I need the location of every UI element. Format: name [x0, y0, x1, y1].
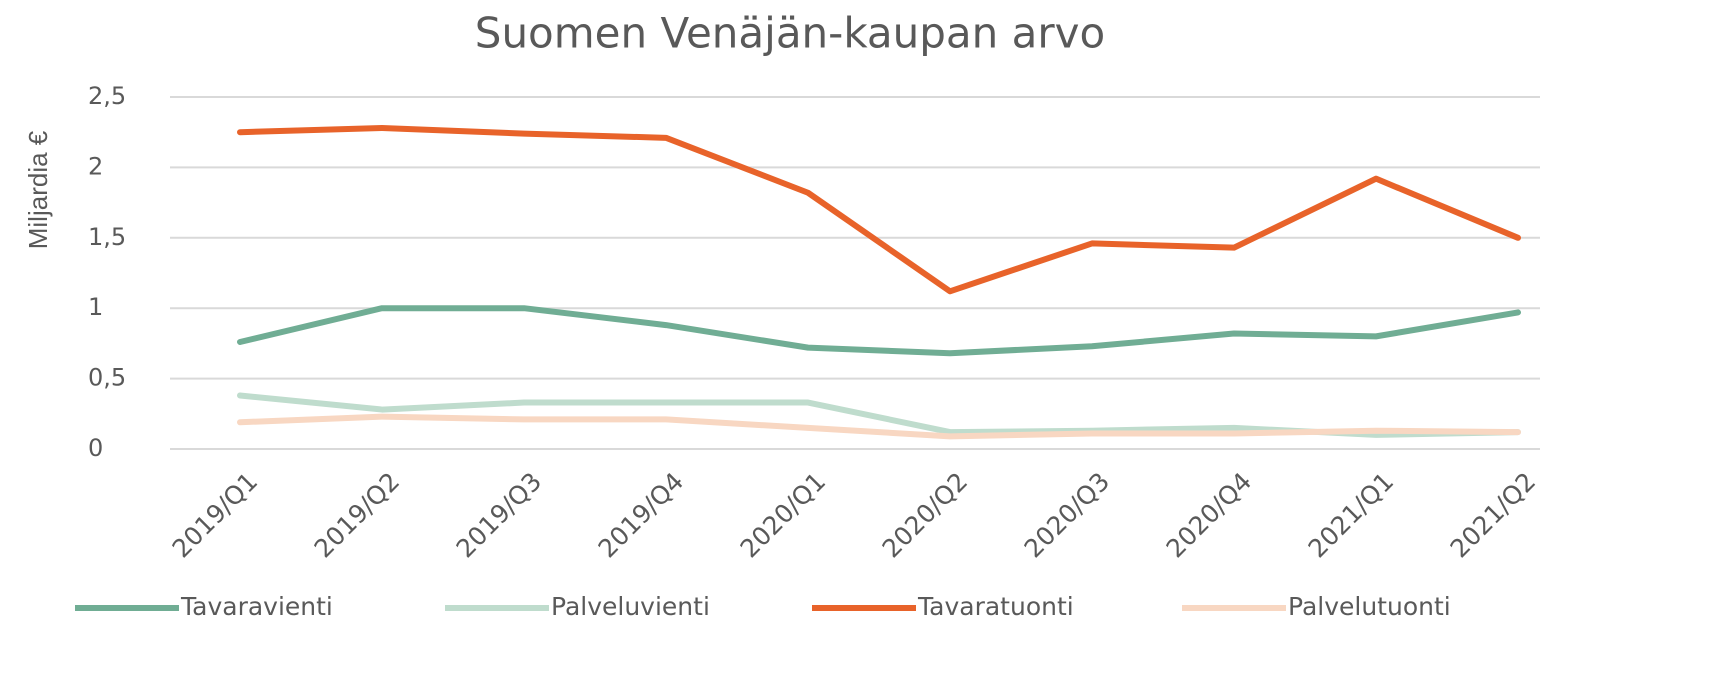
x-tick-label: 2019/Q2 [309, 467, 406, 564]
legend-label: Tavaratuonti [917, 592, 1074, 621]
chart-title: Suomen Venäjän-kaupan arvo [475, 9, 1105, 58]
series-line [237, 305, 1521, 357]
x-tick-label: 2019/Q4 [593, 467, 690, 564]
x-tick-label: 2020/Q2 [877, 467, 974, 564]
legend-label: Tavaravienti [180, 592, 333, 621]
y-tick-label: 2 [88, 152, 103, 180]
y-tick-label: 1,5 [88, 223, 126, 251]
series-line [237, 124, 1521, 295]
x-tick-label: 2019/Q3 [451, 467, 548, 564]
legend-label: Palveluvienti [551, 592, 710, 621]
y-tick-label: 2,5 [88, 82, 126, 110]
series-line [237, 413, 1521, 440]
x-tick-label: 2021/Q2 [1445, 467, 1542, 564]
y-tick-label: 0 [88, 434, 103, 462]
x-tick-label: 2020/Q4 [1161, 467, 1258, 564]
x-tick-label: 2021/Q1 [1303, 467, 1400, 564]
legend-label: Palvelutuonti [1288, 592, 1451, 621]
x-tick-label: 2020/Q1 [735, 467, 832, 564]
x-tick-label: 2019/Q1 [167, 467, 264, 564]
y-tick-label: 1 [88, 293, 103, 321]
y-tick-label: 0,5 [88, 364, 126, 392]
x-tick-label: 2020/Q3 [1019, 467, 1116, 564]
y-axis-label: Miljardia € [23, 130, 53, 249]
